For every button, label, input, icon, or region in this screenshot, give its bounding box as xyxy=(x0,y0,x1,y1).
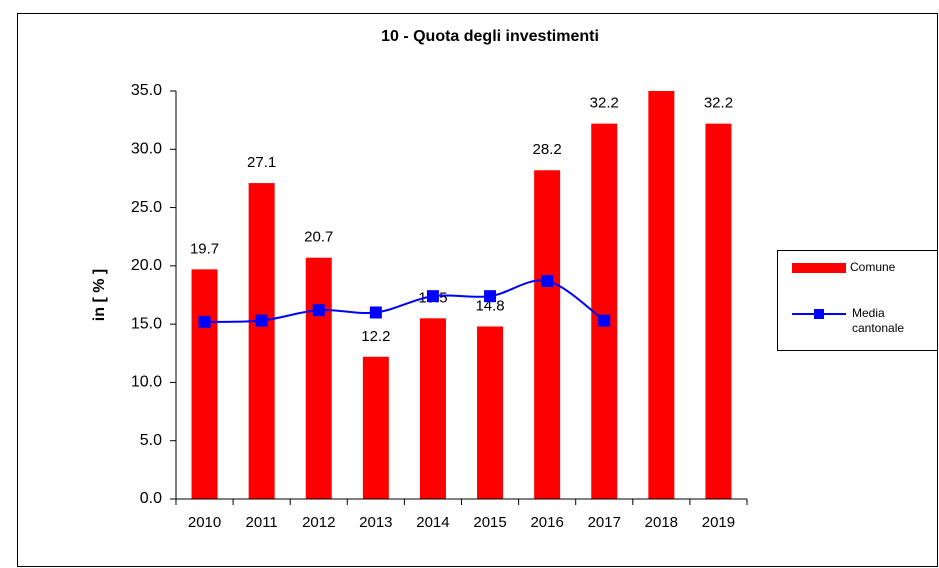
line-marker xyxy=(426,290,439,303)
data-label: 28.2 xyxy=(533,141,562,158)
x-tick-label: 2013 xyxy=(359,514,392,531)
bar xyxy=(705,123,732,499)
data-label: 32.2 xyxy=(704,95,733,112)
line-marker xyxy=(369,306,382,319)
bar xyxy=(534,170,561,500)
y-tick-label: 20.0 xyxy=(131,257,162,274)
bar xyxy=(477,326,504,499)
data-label: 32.2 xyxy=(590,95,619,112)
line-marker xyxy=(198,315,211,328)
data-label: 12.2 xyxy=(361,328,390,345)
x-tick-label: 2010 xyxy=(188,514,221,531)
x-tick-label: 2011 xyxy=(246,514,278,531)
legend-swatch xyxy=(792,263,846,273)
line-marker xyxy=(255,314,268,327)
bar xyxy=(362,356,389,499)
data-label: 27.1 xyxy=(247,154,276,171)
y-tick-label: 5.0 xyxy=(140,432,162,449)
bar xyxy=(191,269,218,499)
line-marker xyxy=(312,304,325,317)
x-tick-label: 2012 xyxy=(302,514,335,531)
y-tick-label: 25.0 xyxy=(131,199,162,216)
chart-title: 10 - Quota degli investimenti xyxy=(381,28,599,45)
bar xyxy=(305,257,332,499)
legend-label: Media cantonale xyxy=(852,306,904,335)
line-marker xyxy=(541,275,554,288)
x-tick-label: 2016 xyxy=(530,514,563,531)
x-tick-label: 2014 xyxy=(416,514,449,531)
line-marker xyxy=(484,290,497,303)
legend-label: Comune xyxy=(850,260,896,274)
data-label: 20.7 xyxy=(304,229,333,246)
bar xyxy=(591,123,618,499)
x-tick-label: 2017 xyxy=(588,514,621,531)
line-marker xyxy=(598,314,611,327)
x-tick-label: 2015 xyxy=(473,514,506,531)
y-axis-label: in [ % ] xyxy=(91,269,108,321)
y-tick-label: 35.0 xyxy=(131,82,162,99)
y-tick-label: 15.0 xyxy=(131,315,162,332)
bar xyxy=(419,318,446,499)
x-tick-label: 2019 xyxy=(702,514,735,531)
bar xyxy=(648,91,675,499)
bar xyxy=(248,183,275,499)
y-tick-label: 30.0 xyxy=(131,141,162,158)
y-tick-label: 10.0 xyxy=(131,374,162,391)
x-tick-label: 2018 xyxy=(645,514,678,531)
data-label: 14.8 xyxy=(475,297,504,314)
legend-marker xyxy=(814,309,824,319)
y-tick-label: 0.0 xyxy=(140,490,162,507)
data-label: 19.7 xyxy=(190,240,219,257)
